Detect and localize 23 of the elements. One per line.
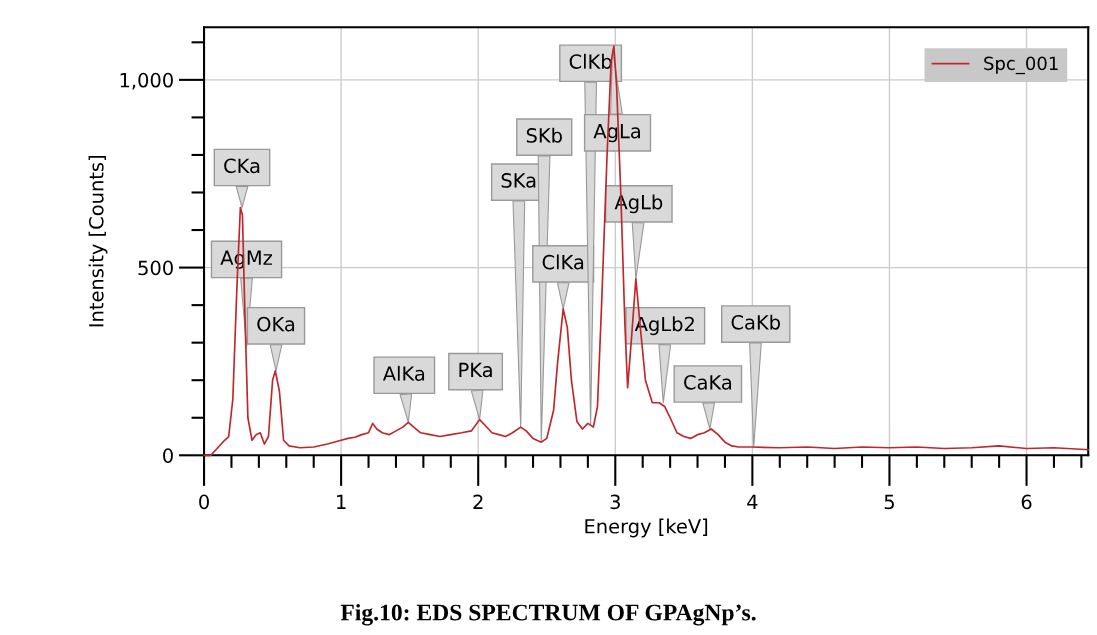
x-axis-title: Energy [keV] (585, 518, 708, 538)
annotation: ClKa (542, 254, 584, 270)
annotation: CKa (224, 158, 260, 174)
x-tick-label: 4 (747, 494, 758, 509)
annotation: CaKb (731, 314, 780, 330)
x-tick-label: 1 (337, 494, 346, 509)
y-tick-label: 1,000 (120, 72, 173, 90)
legend-label: Spc_001 (984, 56, 1058, 75)
y-tick-label: 500 (138, 260, 173, 276)
x-tick-label: 3 (610, 494, 620, 510)
text: Fig.10: EDS SPECTRUM OF GPAgNp’s. (340, 603, 756, 626)
annotation: AlKa (382, 365, 425, 381)
annotation: SKa (501, 173, 536, 188)
x-tick-label: 5 (884, 494, 894, 510)
annotation: SKb (526, 127, 562, 143)
annotation: CaKa (684, 374, 732, 390)
annotation: PKa (459, 362, 492, 378)
annotation: OKa (257, 316, 295, 332)
x-tick-label: 2 (473, 494, 483, 509)
x-tick-label: 6 (1021, 494, 1032, 510)
x-tick-label: 0 (199, 494, 209, 510)
y-axis-title: Intensity [Counts] (88, 156, 108, 327)
y-tick-label: 0 (163, 448, 173, 463)
